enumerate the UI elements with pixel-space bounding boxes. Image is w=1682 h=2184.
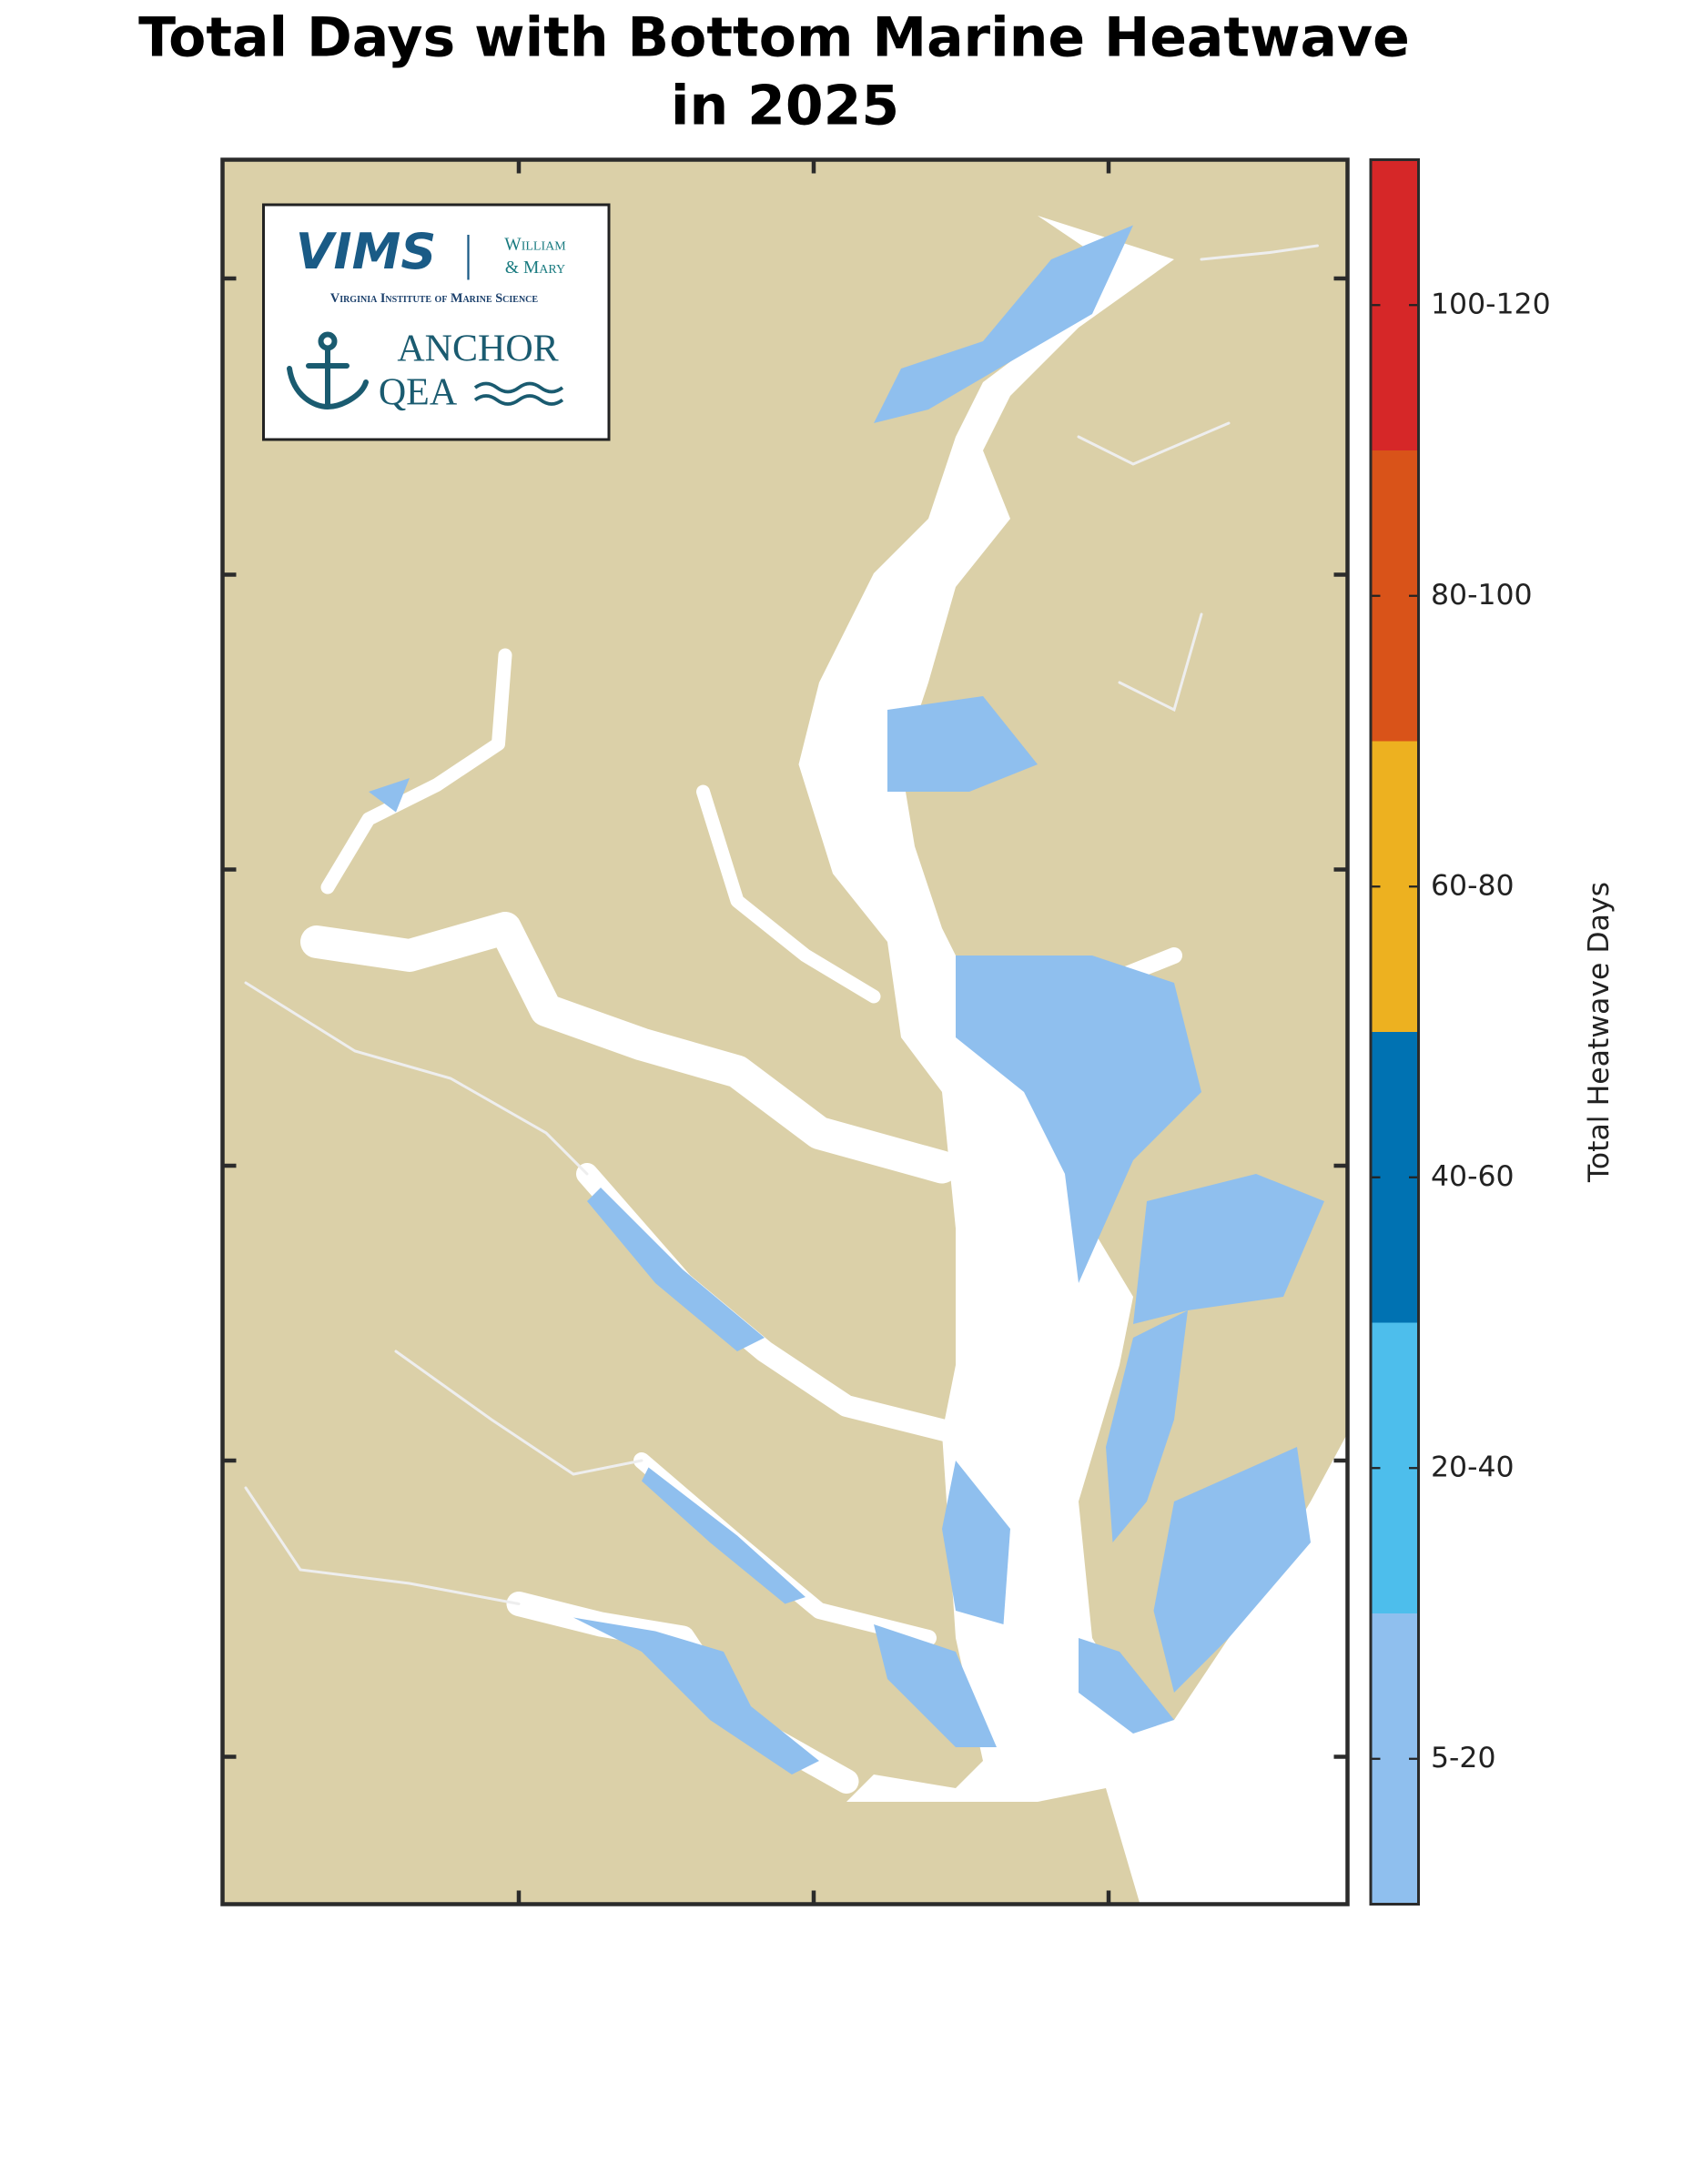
map-frame bbox=[220, 157, 1350, 1906]
logo-mary: & Mary bbox=[505, 258, 565, 278]
heatwave-area bbox=[1079, 1638, 1174, 1734]
tributary bbox=[1200, 244, 1319, 261]
anchor-icon bbox=[287, 331, 369, 410]
upper-potomac bbox=[320, 648, 512, 895]
tributary bbox=[394, 1350, 643, 1476]
colorbar: 5-20 20-40 40-60 60-80 80-100 100-120 bbox=[1369, 158, 1551, 1906]
bay bbox=[798, 216, 1348, 1905]
logo-qea: QEA bbox=[379, 372, 458, 414]
colorbar-label: 80-100 bbox=[1431, 579, 1533, 612]
colorbar-label: 60-80 bbox=[1431, 869, 1515, 902]
heatwave-area bbox=[573, 1617, 819, 1774]
heatwave-area bbox=[887, 696, 1038, 792]
heatwave-area bbox=[369, 778, 410, 813]
potomac-river bbox=[300, 912, 958, 1184]
tributary bbox=[1118, 612, 1203, 713]
logo: VIMS William & Mary Virginia Institute o… bbox=[262, 203, 611, 441]
logo-waves bbox=[473, 381, 564, 406]
tributary bbox=[1077, 421, 1231, 466]
logo-vims: VIMS bbox=[296, 223, 437, 280]
title-line-1: Total Days with Bottom Marine Heatwave bbox=[138, 6, 1410, 70]
heatwave-area bbox=[1106, 1310, 1188, 1542]
heatwave-area bbox=[956, 956, 1201, 1283]
title-line-2: in 2025 bbox=[671, 75, 899, 138]
frame-ticks bbox=[222, 159, 1348, 1905]
colorbar-title: Total Heatwave Days bbox=[1583, 882, 1616, 1183]
heatwave-area bbox=[942, 1461, 1010, 1624]
logo-box bbox=[262, 203, 611, 441]
heatwave-area bbox=[642, 1467, 806, 1604]
patuxent-river bbox=[696, 784, 881, 1004]
logo-institute: Virginia Institute of Marine Science bbox=[330, 291, 538, 306]
frame-tick bbox=[222, 159, 1348, 1905]
heatwave-area bbox=[1133, 1174, 1324, 1324]
map bbox=[222, 159, 1348, 1905]
colorbar-label: 5-20 bbox=[1431, 1742, 1496, 1774]
logo-william: William bbox=[504, 235, 566, 254]
colorbar-frame bbox=[1369, 158, 1420, 1906]
tributary bbox=[244, 981, 589, 1176]
colorbar-label: 20-40 bbox=[1431, 1451, 1515, 1483]
heatwave-area bbox=[1153, 1447, 1311, 1693]
heatwave-area bbox=[587, 1188, 765, 1351]
tributary bbox=[244, 1486, 521, 1605]
colorbar-label: 40-60 bbox=[1431, 1160, 1515, 1193]
colorbar-label: 100-120 bbox=[1431, 288, 1551, 320]
heatwave-area bbox=[874, 225, 1133, 423]
heatwave-area bbox=[874, 1624, 997, 1747]
logo-anchor: ANCHOR bbox=[397, 329, 558, 370]
